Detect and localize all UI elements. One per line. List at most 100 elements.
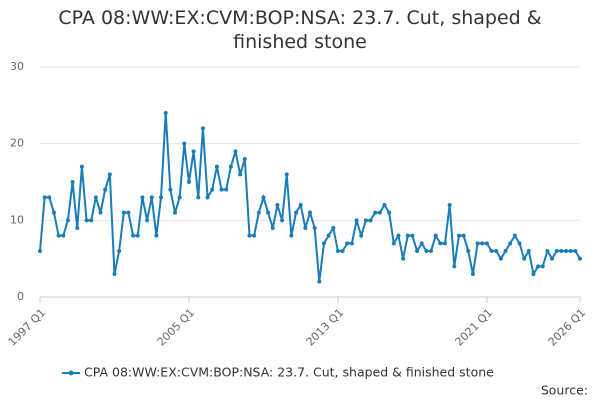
x-tick-label: 2026 Q1 <box>546 306 589 349</box>
data-point <box>196 195 201 200</box>
data-point <box>65 218 70 223</box>
data-point <box>38 249 42 253</box>
data-point <box>182 141 187 146</box>
data-point <box>419 241 424 246</box>
data-point <box>382 203 387 207</box>
data-point <box>326 233 331 238</box>
data-point <box>224 187 229 192</box>
data-point <box>270 226 275 230</box>
data-point <box>321 241 326 246</box>
data-point <box>564 249 569 253</box>
data-point <box>70 180 75 184</box>
data-point <box>252 233 257 238</box>
data-point <box>233 149 238 154</box>
data-point <box>200 126 205 131</box>
legend-marker <box>68 370 74 376</box>
data-point <box>456 233 461 238</box>
data-point <box>368 218 373 223</box>
data-point <box>387 210 392 215</box>
data-point <box>359 233 364 238</box>
data-point <box>531 272 536 276</box>
data-point <box>103 187 108 192</box>
data-point <box>522 256 527 261</box>
data-point <box>163 111 168 115</box>
data-point <box>573 249 578 253</box>
data-point <box>98 210 103 215</box>
data-point <box>559 249 564 253</box>
data-point <box>56 233 61 238</box>
data-point <box>377 210 382 215</box>
data-point <box>447 203 452 207</box>
data-point <box>466 249 471 253</box>
data-point <box>131 233 136 238</box>
data-point <box>429 249 434 253</box>
data-point <box>121 210 126 215</box>
data-point <box>135 233 140 238</box>
data-point <box>452 264 457 269</box>
data-point <box>126 210 131 215</box>
data-point <box>247 233 252 238</box>
data-point <box>159 195 164 200</box>
data-point <box>349 241 354 246</box>
data-point <box>401 256 406 261</box>
data-point <box>149 195 154 200</box>
data-point <box>51 210 56 215</box>
x-tick-label: 2013 Q1 <box>304 306 347 349</box>
data-point <box>256 210 261 215</box>
data-point <box>410 233 415 238</box>
data-point <box>61 233 66 238</box>
data-point <box>568 249 573 253</box>
source: Source: <box>541 383 588 398</box>
data-point <box>238 172 243 177</box>
data-point <box>405 233 410 238</box>
data-point <box>345 241 350 246</box>
data-point <box>145 218 150 223</box>
data-point <box>545 249 550 253</box>
data-point <box>112 272 117 276</box>
data-point <box>340 249 345 253</box>
data-point <box>396 233 401 238</box>
data-point <box>503 249 508 253</box>
data-point <box>177 195 182 200</box>
data-point <box>489 249 494 253</box>
data-point <box>415 249 420 253</box>
data-point <box>280 218 285 223</box>
data-point <box>266 210 271 215</box>
data-point <box>294 210 299 215</box>
data-point <box>214 164 219 169</box>
data-point <box>79 164 84 169</box>
data-point <box>242 157 247 161</box>
x-tick-label: 2005 Q1 <box>155 306 198 349</box>
data-point <box>210 187 215 192</box>
data-point <box>186 180 191 184</box>
data-point <box>47 195 52 200</box>
data-point <box>554 249 559 253</box>
data-point <box>508 241 513 246</box>
y-tick-label: 20 <box>10 137 24 150</box>
data-point <box>470 272 475 276</box>
data-point <box>354 218 359 223</box>
data-point <box>284 172 289 177</box>
data-point <box>540 264 545 269</box>
data-point <box>438 241 443 246</box>
data-line <box>39 112 581 282</box>
data-point <box>433 233 438 238</box>
data-point <box>303 226 308 230</box>
data-point <box>512 233 517 238</box>
data-point <box>191 149 196 154</box>
data-point <box>461 233 466 238</box>
data-point <box>154 233 159 238</box>
y-tick-label: 10 <box>10 213 24 226</box>
data-point <box>261 195 266 200</box>
chart-title: CPA 08:WW:EX:CVM:BOP:NSA: 23.7. Cut, sha… <box>58 7 542 53</box>
data-point <box>205 195 210 200</box>
data-point <box>335 249 340 253</box>
data-point <box>107 172 112 177</box>
legend-label: CPA 08:WW:EX:CVM:BOP:NSA: 23.7. Cut, sha… <box>84 365 494 380</box>
data-point <box>84 218 89 223</box>
data-point <box>317 279 322 284</box>
data-point <box>308 210 312 215</box>
data-point <box>312 226 317 230</box>
data-point <box>424 249 429 253</box>
